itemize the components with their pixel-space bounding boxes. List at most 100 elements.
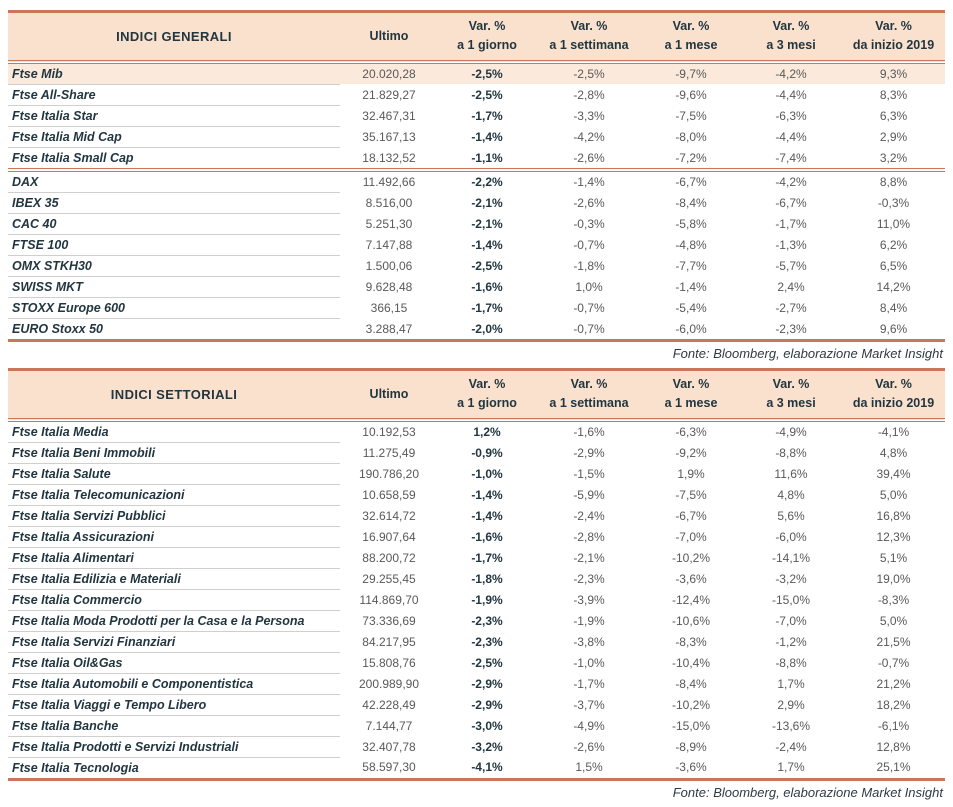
- index-name-cell: Ftse Italia Commercio: [8, 589, 340, 611]
- header-row: INDICI GENERALI Ultimo Var. % a 1 giorno Var…: [8, 9, 945, 64]
- var-value-cell: 11,0%: [876, 216, 911, 231]
- var-value-cell: 2,9%: [777, 697, 805, 712]
- var-value-cell: -3,8%: [573, 634, 605, 649]
- table-row: IBEX 35 8.516,00 -2,1% -2,6% -8,4% -6,7% -0,3%: [8, 192, 945, 214]
- ultimo-value-cell: 3.288,47: [340, 318, 438, 342]
- var-value-cell: -3,3%: [573, 108, 605, 123]
- var-value-cell: -2,5%: [438, 61, 536, 85]
- var-value-cell: 4,8%: [777, 487, 805, 502]
- index-name-cell: Ftse Italia Salute: [8, 463, 340, 485]
- column-header-var-top: Var. %: [875, 19, 912, 33]
- indici-generali-header: INDICI GENERALI Ultimo Var. % a 1 giorno Var…: [8, 9, 945, 64]
- table-title: INDICI GENERALI: [8, 9, 340, 64]
- table-row: SWISS MKT 9.628,48 -1,6% 1,0% -1,4% 2,4% 14,2%: [8, 276, 945, 298]
- var-value-cell: -1,8%: [471, 571, 503, 586]
- var-value-cell: -8,4%: [675, 195, 707, 210]
- var-value-cell: -10,6%: [671, 613, 711, 628]
- column-header-ultimo: Ultimo: [340, 367, 438, 422]
- var-value-cell: -1,0%: [573, 655, 605, 670]
- indici-generali-section: INDICI GENERALI Ultimo Var. % a 1 giorno Var…: [8, 9, 945, 368]
- var-value-cell: -3,2%: [775, 571, 807, 586]
- table-row: Ftse Italia Small Cap 18.132,52 -1,1% -2,6%…: [8, 147, 945, 171]
- table-row: Ftse Mib 20.020,28 -2,5% -2,5% -9,7% -4,2% 9,3…: [8, 61, 945, 85]
- column-header-var-period: a 3 mesi: [766, 396, 816, 411]
- var-value-cell: -2,7%: [775, 300, 807, 315]
- var-value-cell: -6,7%: [642, 167, 740, 193]
- column-header-var-top: Var. %: [468, 19, 506, 33]
- var-value-cell: -7,0%: [675, 529, 707, 544]
- table-row: Ftse Italia Mid Cap 35.167,13 -1,4% -4,2% -8…: [8, 126, 945, 148]
- var-value-cell: -2,9%: [471, 676, 503, 691]
- var-value-cell: -3,9%: [573, 592, 605, 607]
- var-value-cell: -1,2%: [775, 634, 807, 649]
- var-value-cell: -8,3%: [877, 592, 910, 607]
- var-value-cell: 2,4%: [777, 279, 805, 294]
- ultimo-value-cell: 29.255,45: [362, 571, 416, 586]
- table-row: Ftse Italia Viaggi e Tempo Libero 42.228,…: [8, 694, 945, 716]
- ultimo-value-cell: 9.628,48: [365, 279, 413, 294]
- var-value-cell: -0,7%: [573, 300, 605, 315]
- var-value-cell: -1,7%: [471, 550, 503, 565]
- table-row: Ftse Italia Prodotti e Servizi Industria…: [8, 736, 945, 758]
- var-value-cell: -0,3%: [573, 216, 605, 231]
- ultimo-value-cell: 5.251,30: [365, 216, 413, 231]
- table-row: Ftse Italia Automobili e Componentistica…: [8, 673, 945, 695]
- column-header-var-3: Var. % a 3 mesi: [740, 9, 842, 64]
- column-header-var-top: Var. %: [468, 376, 506, 391]
- index-name-cell: Ftse Italia Beni Immobili: [8, 442, 340, 464]
- var-value-cell: -14,1%: [771, 550, 811, 565]
- table-title-text: INDICI GENERALI: [116, 28, 232, 44]
- var-value-cell: -2,0%: [438, 318, 536, 342]
- ultimo-value-cell: 200.989,90: [358, 676, 420, 691]
- var-value-cell: -7,5%: [675, 487, 707, 502]
- var-value-cell: -2,5%: [536, 61, 642, 85]
- index-name-cell: Ftse Italia Servizi Pubblici: [8, 505, 340, 527]
- column-header-var-period: a 1 mese: [664, 38, 718, 53]
- ultimo-value-cell: 84.217,95: [362, 634, 416, 649]
- var-value-cell: -5,9%: [573, 487, 605, 502]
- index-name-cell: DAX: [8, 167, 340, 193]
- ultimo-value-cell: 88.200,72: [362, 550, 416, 565]
- var-value-cell: -10,2%: [671, 550, 711, 565]
- var-value-cell: -12,4%: [671, 592, 711, 607]
- source-note: Fonte: Bloomberg, elaborazione Market In…: [672, 784, 943, 800]
- var-value-cell: -1,0%: [471, 466, 503, 481]
- var-value-cell: -2,1%: [471, 216, 503, 231]
- var-value-cell: -2,2%: [438, 167, 536, 193]
- var-value-cell: -4,9%: [775, 424, 807, 439]
- var-value-cell: 5,0%: [879, 613, 908, 628]
- var-value-cell: -4,2%: [740, 167, 842, 193]
- var-value-cell: 6,5%: [879, 258, 908, 273]
- ultimo-value-cell: 114.869,70: [359, 592, 419, 607]
- index-name-cell: STOXX Europe 600: [8, 297, 340, 319]
- var-value-cell: 39,4%: [876, 466, 911, 481]
- index-name-cell: Ftse Italia Moda Prodotti per la Casa e …: [8, 610, 340, 632]
- var-value-cell: -4,2%: [740, 61, 842, 85]
- ultimo-value-cell: 10.192,53: [362, 424, 416, 439]
- table-row: Ftse Italia Servizi Finanziari 84.217,95 -…: [8, 631, 945, 653]
- index-name-cell: Ftse Italia Servizi Finanziari: [8, 631, 340, 653]
- header-row: INDICI SETTORIALI Ultimo Var. % a 1 giorno V…: [8, 367, 945, 422]
- table-row: FTSE 100 7.147,88 -1,4% -0,7% -4,8% -1,3% 6,2%: [8, 234, 945, 256]
- var-value-cell: -7,2%: [675, 150, 707, 165]
- var-value-cell: -2,6%: [573, 739, 605, 754]
- var-value-cell: -2,5%: [471, 655, 503, 670]
- var-value-cell: -9,6%: [675, 87, 707, 102]
- column-header-var-period: a 1 settimana: [549, 396, 629, 411]
- column-header-ultimo: Ultimo: [340, 9, 438, 64]
- column-header-var-top: Var. %: [672, 376, 710, 391]
- index-name-cell: Ftse Italia Viaggi e Tempo Libero: [8, 694, 340, 716]
- var-value-cell: -6,0%: [642, 318, 740, 342]
- var-value-cell: 9,6%: [842, 318, 945, 342]
- ultimo-value-cell: 20.020,28: [340, 61, 438, 85]
- column-header-var-3: Var. % a 3 mesi: [740, 367, 842, 422]
- column-header-var-top: Var. %: [875, 376, 912, 391]
- column-header-var-period: a 1 giorno: [457, 396, 517, 411]
- var-value-cell: -1,1%: [471, 150, 503, 165]
- var-value-cell: -3,6%: [675, 571, 707, 586]
- var-value-cell: -2,1%: [471, 195, 503, 210]
- var-value-cell: -1,7%: [471, 300, 503, 315]
- column-header-var-top: Var. %: [772, 19, 810, 33]
- ultimo-value-cell: 16.907,64: [362, 529, 416, 544]
- var-value-cell: -8,8%: [775, 655, 807, 670]
